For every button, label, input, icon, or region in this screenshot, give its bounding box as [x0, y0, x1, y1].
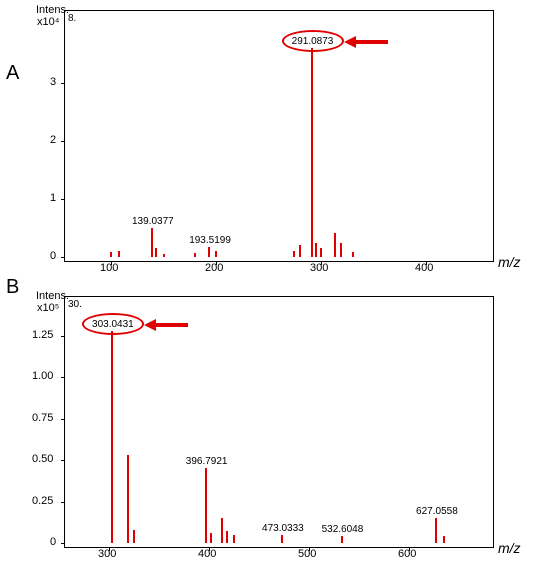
x-tick-label: 400: [415, 262, 433, 274]
spectrum-peak: [151, 228, 153, 257]
y-tick: [61, 336, 65, 337]
spectrum-peak: [320, 248, 322, 257]
y-tick: [61, 141, 65, 142]
peak-label: 139.0377: [132, 216, 174, 227]
spectrum-peak: [133, 530, 135, 543]
spectrum-peak: [111, 331, 113, 543]
spectrum-peak: [293, 251, 295, 257]
y-tick: [61, 419, 65, 420]
chart-a-corner-num: 8.: [68, 13, 76, 24]
spectrum-peak: [205, 468, 207, 543]
arrow-icon: [142, 315, 190, 340]
x-tick-label: 300: [98, 548, 116, 560]
spectrum-peak: [315, 243, 317, 258]
highlight-ellipse: [82, 313, 144, 335]
y-tick-label: 0.50: [32, 453, 53, 465]
spectrum-peak: [352, 252, 354, 257]
spectrum-peak: [221, 518, 223, 543]
spectrum-peak: [118, 251, 120, 257]
spectrum-peak: [443, 536, 445, 543]
chart-a-x-label: m/z: [498, 254, 521, 270]
arrow-icon: [342, 32, 390, 57]
spectrum-peak: [215, 251, 217, 257]
y-tick-label: 0.25: [32, 495, 53, 507]
x-tick-label: 300: [310, 262, 328, 274]
peak-label: 532.6048: [322, 524, 364, 535]
x-tick-label: 500: [298, 548, 316, 560]
chart-b-y-exp: x10⁵: [37, 302, 59, 314]
spectrum-peak: [340, 243, 342, 258]
y-tick: [61, 257, 65, 258]
spectrum-peak: [208, 247, 210, 257]
highlight-ellipse: [282, 30, 344, 52]
spectrum-peak: [435, 518, 437, 543]
y-tick: [61, 377, 65, 378]
x-tick-label: 200: [205, 262, 223, 274]
peak-label: 396.7921: [186, 456, 228, 467]
spectrum-peak: [127, 455, 129, 543]
y-tick-label: 0: [50, 536, 56, 548]
spectrum-peak: [210, 533, 212, 543]
peak-label: 193.5199: [189, 235, 231, 246]
y-tick-label: 2: [50, 134, 56, 146]
panel-label-a: A: [6, 62, 19, 85]
y-tick: [61, 502, 65, 503]
y-tick-label: 1.25: [32, 329, 53, 341]
y-tick-label: 0: [50, 250, 56, 262]
spectrum-peak: [334, 233, 336, 257]
spectrum-peak: [299, 245, 301, 257]
x-tick-label: 600: [398, 548, 416, 560]
spectrum-peak: [194, 253, 196, 257]
spectrum-peak: [163, 254, 165, 257]
spectrum-peak: [311, 48, 313, 257]
y-tick: [61, 460, 65, 461]
x-tick-label: 100: [100, 262, 118, 274]
spectrum-peak: [341, 536, 343, 543]
y-tick: [61, 199, 65, 200]
spectrum-peak: [233, 535, 235, 543]
peak-label: 473.0333: [262, 523, 304, 534]
chart-b: 30. 303.0431396.7921473.0333532.6048627.…: [64, 296, 494, 548]
spectrum-peak: [110, 252, 112, 257]
y-tick: [61, 543, 65, 544]
y-tick-label: 1.00: [32, 370, 53, 382]
spectrum-peak: [281, 535, 283, 543]
peak-label: 627.0558: [416, 506, 458, 517]
spectrum-peak: [155, 248, 157, 257]
y-tick-label: 0.75: [32, 412, 53, 424]
y-tick-label: 3: [50, 76, 56, 88]
chart-a-y-exp: x10⁴: [37, 16, 59, 28]
spectrum-peak: [226, 531, 228, 543]
x-tick-label: 400: [198, 548, 216, 560]
y-tick-label: 1: [50, 192, 56, 204]
y-tick: [61, 83, 65, 84]
chart-b-x-label: m/z: [498, 540, 521, 556]
panel-label-b: B: [6, 276, 19, 299]
chart-a-y-title: Intens.: [36, 4, 69, 16]
chart-b-corner-num: 30.: [68, 299, 82, 310]
chart-a: 8. 139.0377193.5199291.0873: [64, 10, 494, 262]
chart-b-y-title: Intens.: [36, 290, 69, 302]
